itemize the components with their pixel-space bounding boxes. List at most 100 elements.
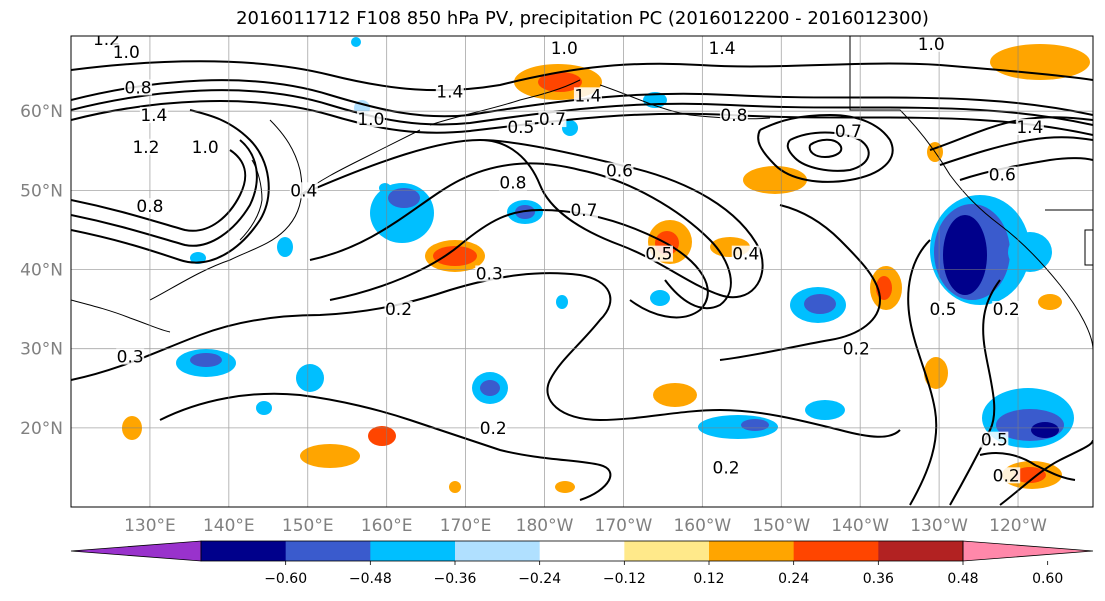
colorbar-segment: [539, 541, 625, 561]
colorbar-tick-label: −0.48: [349, 571, 392, 587]
pv-contour-line: [71, 60, 1093, 92]
pv-contour-line: [71, 109, 270, 264]
pv-contour-line: [949, 279, 1001, 506]
contour-label-bg: [929, 301, 958, 318]
contour-label-bg: [992, 467, 1021, 484]
pv-contour-line: [71, 89, 1093, 126]
contour-label: 1.4: [574, 86, 601, 106]
contour-label-bg: [289, 182, 318, 199]
latitude-labels: 60°N 50°N 40°N 30°N 20°N: [20, 102, 63, 439]
colorbar-segment: [370, 541, 456, 561]
precip-positive-blob: [1038, 294, 1062, 310]
colorbar-segment: [624, 541, 710, 561]
pv-contour-line: [939, 136, 1093, 166]
pv-contour-line: [159, 392, 612, 501]
contour-label: 1.0: [192, 138, 219, 158]
contour-label: 0.5: [930, 300, 957, 320]
contour-label: 1.4: [709, 39, 736, 59]
contour-label: 0.5: [981, 431, 1008, 451]
colorbar-tick-label: 0.36: [863, 571, 894, 587]
contour-label-bg: [92, 36, 121, 48]
coastline: [429, 79, 581, 126]
colorbar-extend-low: [70, 540, 202, 562]
colorbar-segment: [793, 541, 879, 561]
precip-negative-blob: [556, 295, 568, 309]
precip-positive-blob: [300, 444, 360, 468]
contour-label-bg: [569, 202, 598, 219]
contour-label-bg: [124, 79, 153, 96]
pv-contour-line: [71, 139, 258, 247]
contour-label: 0.2: [843, 340, 870, 360]
contour-label: 0.3: [476, 264, 503, 284]
precip-positive-core: [433, 246, 477, 266]
precip-positive-blob: [924, 357, 948, 389]
contour-label: 1.2: [132, 138, 159, 158]
precip-negative-blob: [190, 252, 206, 264]
contour-label-bg: [992, 301, 1021, 318]
contour-label: 0.7: [835, 122, 862, 142]
colorbar-tick-label: −0.24: [518, 571, 561, 587]
contour-label-bg: [139, 107, 168, 124]
precip-negative-core: [190, 353, 222, 367]
pv-contour-line: [907, 239, 938, 506]
precip-positive-blob: [653, 383, 697, 407]
longitude-label: 160°W: [673, 516, 731, 536]
precip-negative-blob: [379, 183, 391, 193]
contour-label-bg: [131, 138, 160, 155]
precip-negative-blob: [256, 401, 272, 415]
graticule: [71, 36, 1093, 507]
longitude-label: 140°W: [831, 516, 889, 536]
contour-label-bg: [538, 111, 567, 128]
pv-contour-line: [999, 439, 1093, 506]
pv-contour-line: [808, 138, 843, 159]
colorbar-extend-high: [962, 540, 1094, 562]
contour-label: 1.4: [436, 82, 463, 102]
contour-label: 0.8: [720, 106, 747, 126]
precip-negative-blob: [1008, 232, 1052, 272]
longitude-label: 180°W: [516, 516, 574, 536]
contour-label: 0.4: [732, 245, 759, 265]
contour-label: 0.2: [993, 300, 1020, 320]
precip-negative-blob: [351, 37, 361, 47]
precip-negative-core: [388, 188, 420, 208]
precip-negative-core: [1031, 422, 1059, 438]
contour-label-bg: [435, 83, 464, 100]
longitude-label: 160°E: [361, 516, 413, 536]
pv-contour-line: [299, 138, 764, 299]
colorbar-tick-label: −0.60: [264, 571, 307, 587]
colorbar-tick-label: 0.60: [1032, 571, 1063, 587]
longitude-label: 130°W: [910, 516, 968, 536]
contour-label: 1.0: [113, 43, 140, 63]
colorbar: −0.60 −0.48 −0.36 −0.24 −0.12 0.12 0.24 0.36 0.4…: [70, 540, 1094, 587]
precip-positive-core: [1014, 467, 1046, 483]
colorbar-segment: [878, 541, 964, 561]
colorbar-segment: [201, 541, 287, 561]
contour-label: 1.0: [357, 110, 384, 130]
precip-negative-core: [480, 380, 500, 396]
contour-label-bg: [112, 43, 141, 60]
colorbar-segment: [285, 541, 371, 561]
pv-contour-line: [959, 157, 1093, 181]
precip-shading: [122, 37, 1090, 493]
contour-label: 0.7: [539, 110, 566, 130]
state-border: [1045, 209, 1093, 266]
contour-label: 0.5: [645, 245, 672, 265]
colorbar-tick-label: 0.12: [693, 571, 724, 587]
longitude-label: 150°E: [282, 516, 334, 536]
coastline: [239, 159, 263, 241]
contour-label-bg: [842, 340, 871, 357]
contour-label-bg: [644, 245, 673, 262]
contour-label: 0.7: [570, 201, 597, 221]
longitude-label: 140°E: [203, 516, 255, 536]
contour-label: 0.2: [713, 458, 740, 478]
precip-negative-blob: [805, 400, 845, 420]
contour-label: 0.8: [136, 197, 163, 217]
contour-label-bg: [719, 107, 748, 124]
pv-contour-line: [71, 149, 247, 232]
precip-negative-core: [943, 215, 987, 295]
pv-contour-line: [979, 452, 1076, 481]
contour-label-bg: [191, 138, 220, 155]
longitude-label: 170°E: [440, 516, 492, 536]
contour-labels: 1.21.00.81.41.2 1.00.80.41.41.01.01.40.5 0…: [92, 36, 1044, 486]
